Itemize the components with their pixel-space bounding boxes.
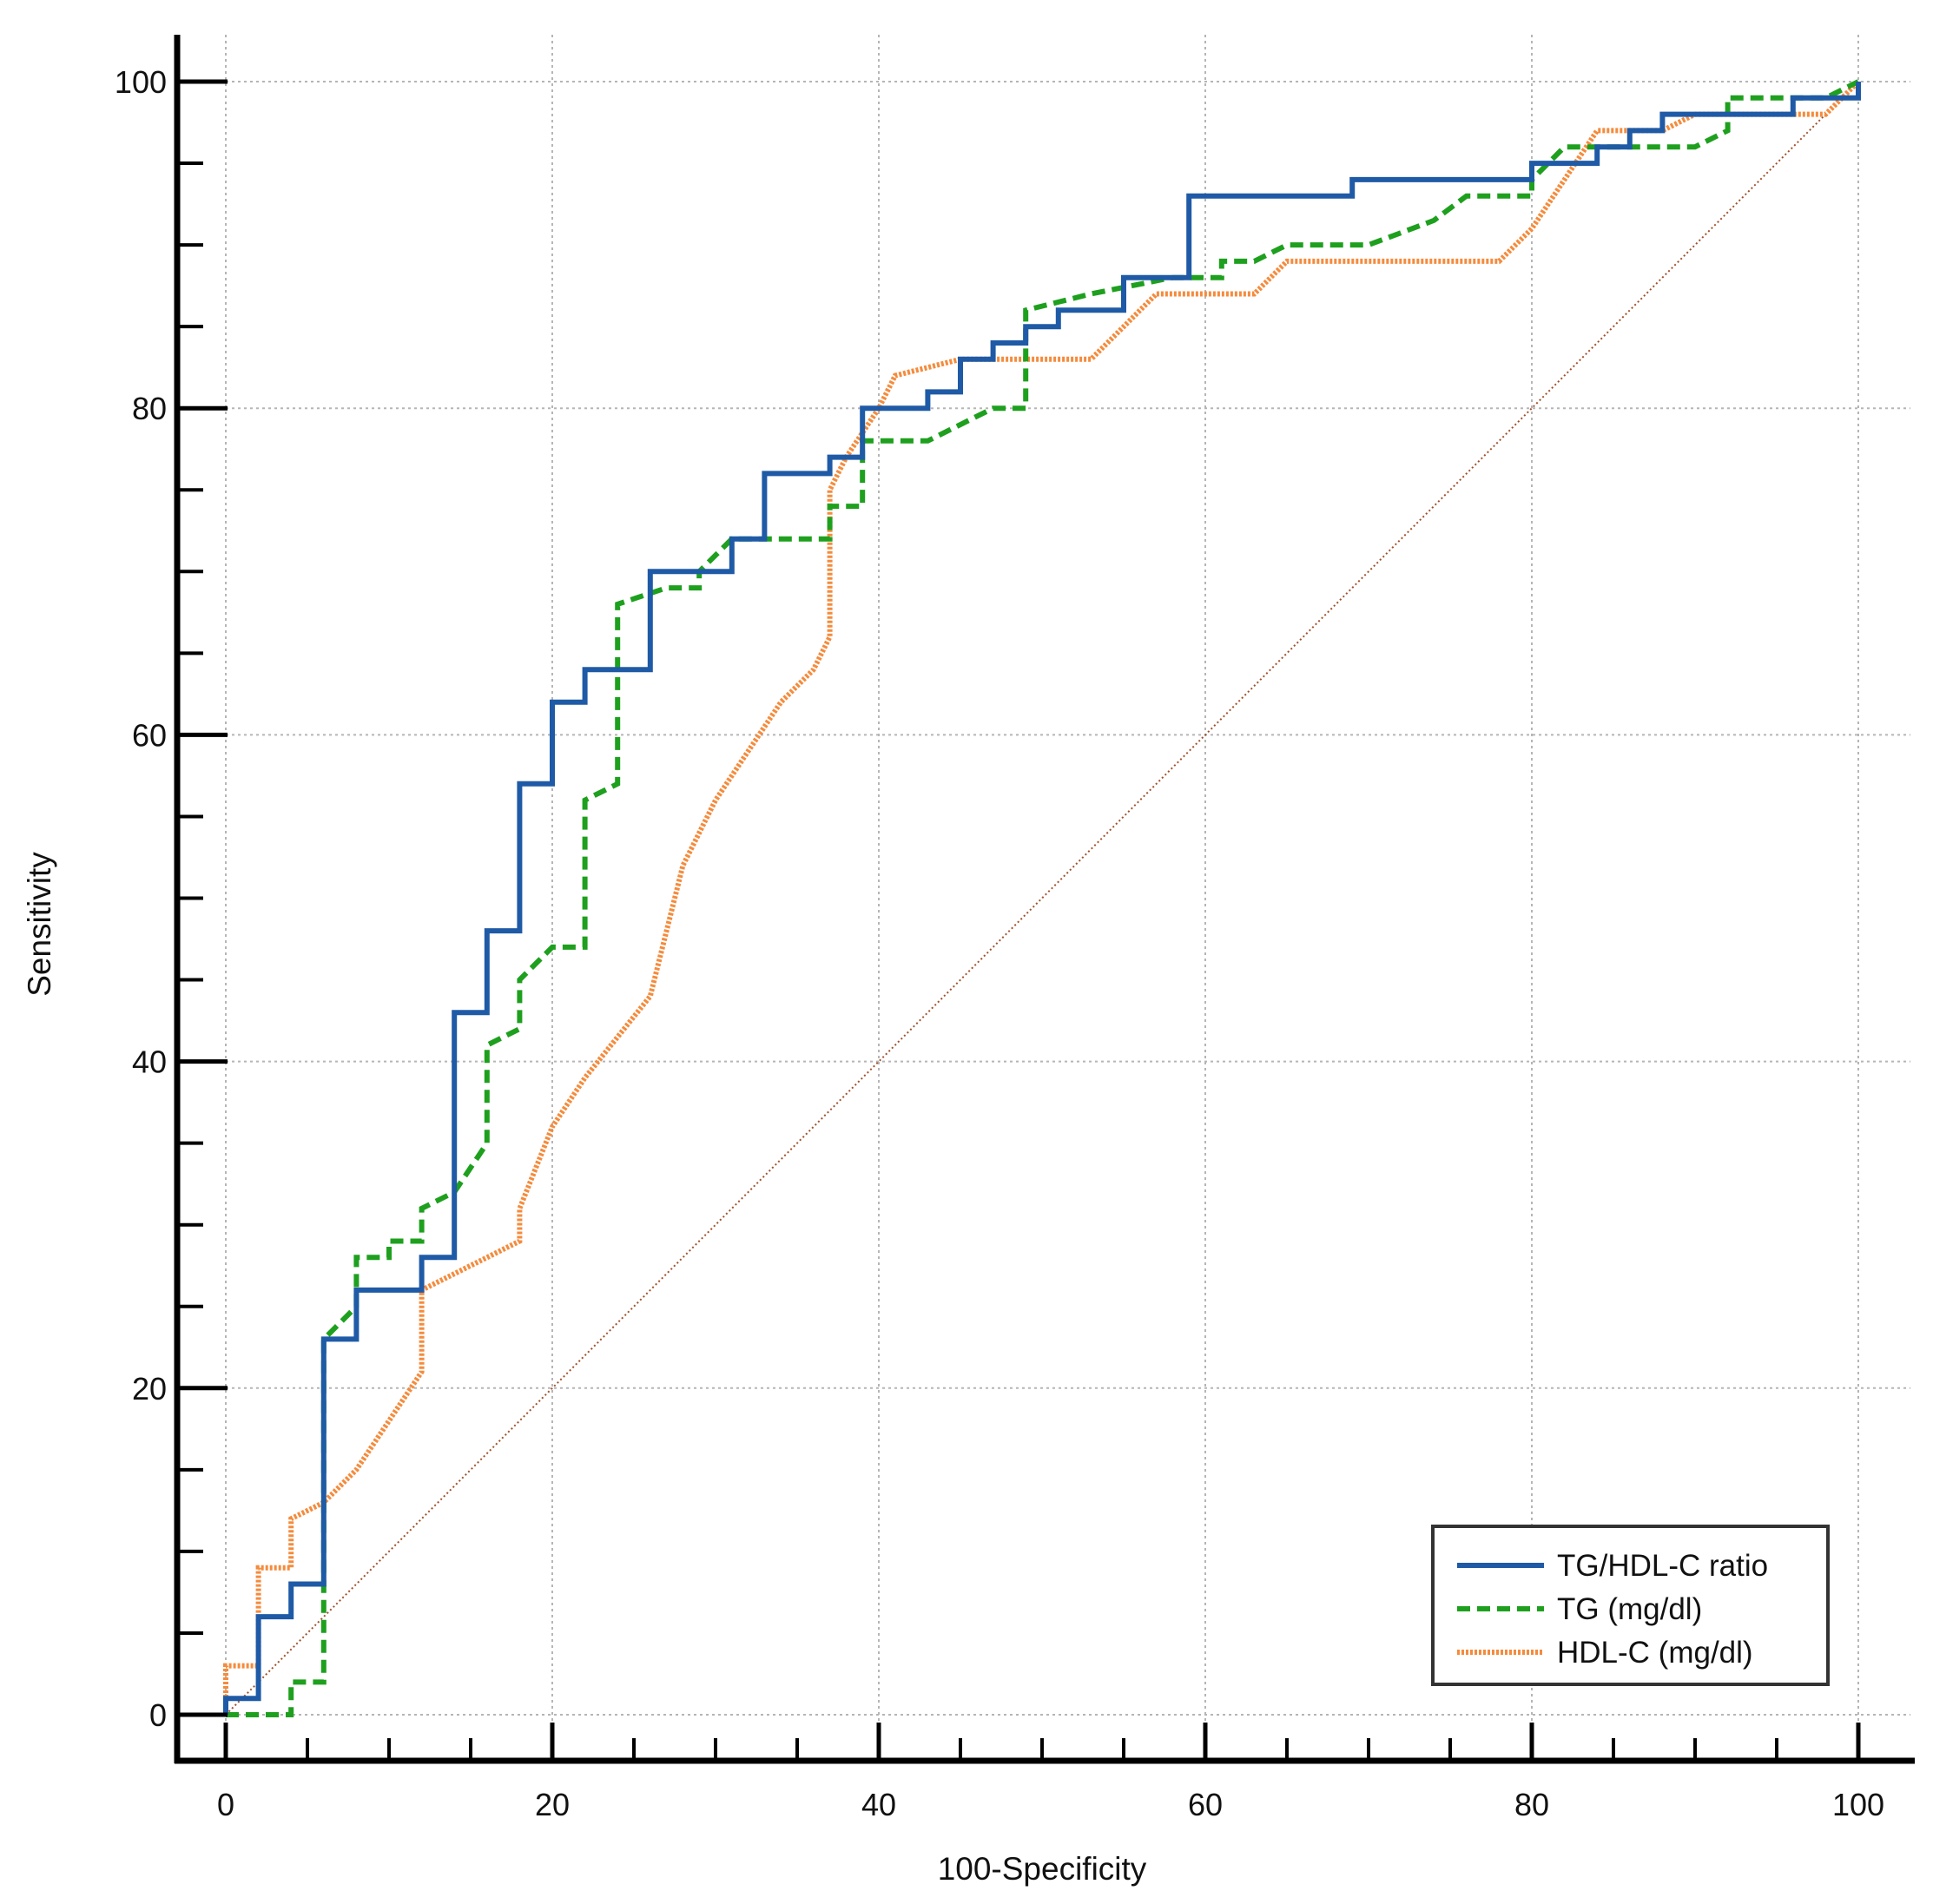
x-tick-label-20: 20 [535, 1787, 570, 1822]
y-tick-label-100: 100 [115, 64, 167, 100]
series-line-tg-hdl-c-ratio [223, 82, 1861, 1715]
series-line-tg-mg-dl [226, 79, 1860, 1717]
y-tick-label-40: 40 [132, 1044, 167, 1080]
y-tick-label-0: 0 [149, 1697, 167, 1733]
legend-label-tg-hdl-ratio: TG/HDL-C ratio [1557, 1549, 1768, 1583]
legend-label-hdl-c: HDL-C (mg/dl) [1557, 1636, 1753, 1670]
y-tick-label-20: 20 [132, 1371, 167, 1407]
series-line-hdl-c-mg-dl [223, 79, 1861, 1715]
x-tick-label-60: 60 [1188, 1787, 1223, 1822]
grid-lines [177, 35, 1910, 1761]
series-group [223, 79, 1861, 1717]
x-tick-label-40: 40 [861, 1787, 896, 1822]
x-tick-label-0: 0 [217, 1787, 234, 1822]
y-axis-title: Sensitivity [22, 852, 57, 997]
legend-label-tg: TG (mg/dl) [1557, 1592, 1702, 1626]
x-tick-label-100: 100 [1832, 1787, 1884, 1822]
y-tick-label-60: 60 [132, 717, 167, 753]
x-tick-label-80: 80 [1514, 1787, 1549, 1822]
x-axis-title: 100-Specificity [938, 1851, 1147, 1887]
tick-marks [177, 79, 1861, 1761]
y-tick-label-80: 80 [132, 391, 167, 426]
legend-box [1431, 1525, 1830, 1686]
reference-diagonal-line [225, 81, 1859, 1716]
tick-labels: 0 20 40 60 80 100 0 20 40 60 80 100 [115, 64, 1884, 1822]
axes [174, 35, 1915, 1764]
legend: TG/HDL-C ratio TG (mg/dl) HDL-C (mg/dl) [1431, 1525, 1830, 1686]
reference-line-group [225, 81, 1859, 1716]
